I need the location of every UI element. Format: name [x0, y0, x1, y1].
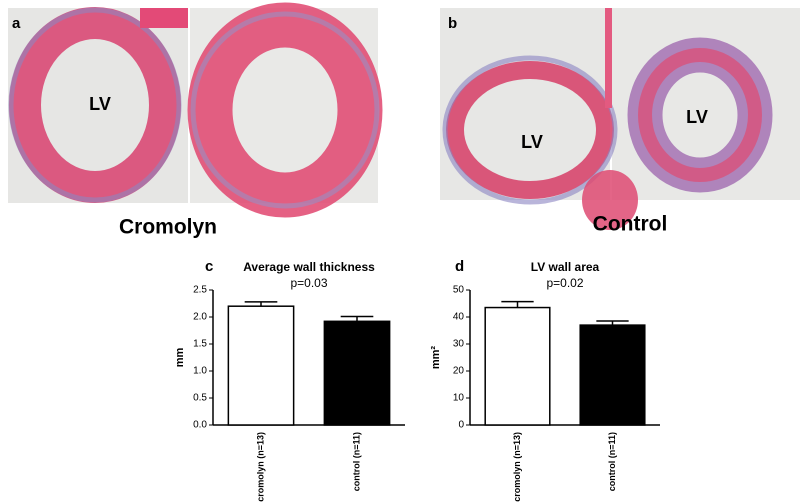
- caption: Control: [593, 213, 668, 236]
- y-tick-label: 10: [453, 393, 465, 404]
- y-tick-label: 2.0: [193, 312, 207, 323]
- y-tick-label: 1.0: [193, 366, 207, 377]
- panel-a-images: [8, 2, 383, 218]
- chart-subtitle: p=0.02: [546, 276, 583, 290]
- y-tick-label: 2.5: [193, 285, 207, 296]
- chart-title: LV wall area: [531, 260, 600, 274]
- panel-label: c: [205, 258, 213, 275]
- y-axis-label: mm: [174, 348, 186, 368]
- y-tick-label: 30: [453, 339, 465, 350]
- y-tick-label: 40: [453, 312, 465, 323]
- chart-title: Average wall thickness: [243, 260, 375, 274]
- x-tick-label: control (n=11): [607, 432, 617, 491]
- lv-label: LV: [521, 132, 543, 152]
- bar: [323, 320, 391, 426]
- bar: [579, 324, 646, 426]
- panel-label: d: [455, 258, 464, 275]
- y-tick-label: 0.0: [193, 420, 207, 431]
- y-tick-label: 50: [453, 285, 465, 296]
- y-tick-label: 20: [453, 366, 465, 377]
- lv-label: LV: [89, 94, 111, 114]
- x-tick-label: cromolyn (n=13): [512, 432, 522, 502]
- x-tick-label: cromolyn (n=13): [255, 432, 265, 502]
- panel-label: b: [448, 15, 457, 32]
- y-axis-label: mm²: [430, 346, 442, 370]
- x-tick-label: control (n=11): [351, 432, 361, 491]
- panel-label: a: [12, 15, 21, 32]
- chart-subtitle: p=0.03: [290, 276, 327, 290]
- y-tick-label: 0: [458, 420, 464, 431]
- caption: Cromolyn: [119, 216, 217, 239]
- panel-b-images: [440, 8, 800, 230]
- bar: [484, 306, 551, 426]
- y-tick-label: 0.5: [193, 393, 207, 404]
- lv-label: LV: [686, 107, 708, 127]
- bar: [227, 305, 295, 426]
- y-tick-label: 1.5: [193, 339, 207, 350]
